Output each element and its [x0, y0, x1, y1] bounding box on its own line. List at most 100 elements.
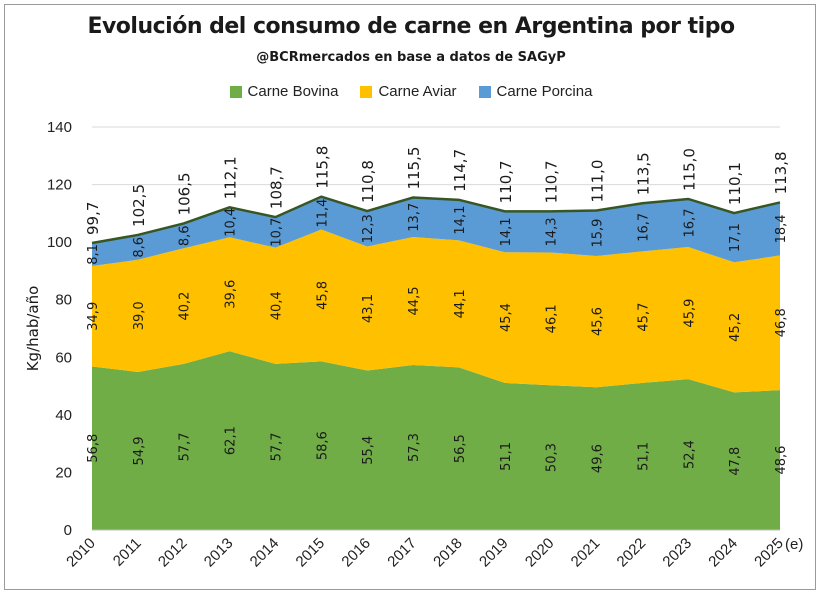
data-label: 43,1: [361, 294, 376, 323]
data-label: 56,5: [453, 434, 468, 463]
data-label: 58,6: [315, 431, 330, 460]
chart-subtitle: @BCRmercados en base a datos de SAGyP: [256, 50, 566, 65]
total-label: 113,5: [634, 152, 652, 195]
data-label: 15,9: [591, 219, 606, 248]
data-label: 34,9: [86, 302, 101, 331]
total-label: 111,0: [589, 160, 607, 203]
legend-swatch-aviar: [360, 85, 373, 98]
x-tick-label: 2012: [155, 535, 191, 571]
data-label: 16,7: [636, 213, 651, 242]
data-label: 54,9: [132, 437, 147, 466]
data-label: 49,6: [591, 444, 606, 473]
x-tick-label: 2025: [751, 535, 787, 571]
data-label: 14,3: [545, 217, 560, 246]
area-carne-porcina: [92, 196, 780, 267]
data-label: 52,4: [682, 440, 697, 469]
data-label: 50,3: [545, 443, 560, 472]
total-label: 102,5: [130, 184, 148, 227]
area-carne-bovina: [92, 351, 780, 530]
legend-item-porcina: Carne Porcina: [478, 83, 593, 100]
data-label: 57,7: [178, 432, 193, 461]
data-label: 45,4: [499, 303, 514, 332]
x-tick-label: 2019: [476, 535, 512, 571]
total-label: 110,8: [359, 160, 377, 203]
data-label: 47,8: [728, 447, 743, 476]
data-label: 51,1: [499, 442, 514, 471]
data-label: 40,2: [178, 292, 193, 321]
y-tick-label: 140: [47, 119, 72, 136]
data-label: 14,1: [453, 206, 468, 235]
x-tick-label: 2023: [659, 535, 695, 571]
legend-item-bovina: Carne Bovina: [229, 83, 339, 100]
data-label: 8,6: [132, 237, 147, 258]
total-label: 110,7: [543, 160, 561, 203]
y-tick-label: 0: [64, 522, 72, 539]
data-label: 13,7: [407, 203, 422, 232]
legend-item-aviar: Carne Aviar: [360, 83, 457, 100]
data-label: 18,4: [774, 214, 789, 243]
data-label: 45,9: [682, 299, 697, 328]
data-label: 46,8: [774, 308, 789, 337]
data-label: 39,0: [132, 301, 147, 330]
legend-label-aviar: Carne Aviar: [378, 83, 457, 100]
data-label: 46,1: [545, 304, 560, 333]
data-label: 10,4: [224, 208, 239, 237]
total-label: 115,5: [405, 147, 423, 190]
legend-swatch-bovina: [229, 85, 242, 98]
total-label: 114,7: [451, 149, 469, 192]
x-tick-label: 2022: [614, 535, 650, 571]
total-label: 112,1: [222, 156, 240, 199]
total-label: 113,8: [772, 151, 790, 194]
data-label: 16,7: [682, 209, 697, 238]
x-tick-label: 2020: [522, 535, 558, 571]
x-tick-label: 2014: [247, 535, 283, 571]
data-label: 56,8: [86, 434, 101, 463]
x-tick-label: 2016: [338, 535, 374, 571]
total-label: 110,1: [726, 162, 744, 205]
x-tick-label: 2013: [201, 535, 237, 571]
total-label: 110,7: [497, 160, 515, 203]
x-tick-label: 2010: [63, 535, 99, 571]
data-label: 48,6: [774, 446, 789, 475]
x-tick-label: 2017: [384, 535, 420, 571]
y-axis-label: Kg/hab/año: [24, 286, 42, 372]
estimate-note: (e): [785, 536, 803, 553]
x-tick-label: 2024: [705, 535, 741, 571]
total-line: [91, 195, 781, 245]
data-label: 8,1: [86, 244, 101, 265]
legend: Carne Bovina Carne Aviar Carne Porcina: [0, 83, 822, 100]
data-label: 62,1: [224, 426, 239, 455]
x-tick-label: 2011: [110, 535, 145, 570]
data-label: 57,3: [407, 433, 422, 462]
data-label: 11,4: [315, 199, 330, 228]
data-label: 40,4: [269, 291, 284, 320]
data-label: 57,7: [269, 432, 284, 461]
data-label: 45,2: [728, 313, 743, 342]
y-tick-label: 120: [47, 177, 72, 194]
total-label: 115,0: [680, 148, 698, 191]
x-tick-label: 2021: [568, 535, 604, 571]
data-label: 39,6: [224, 280, 239, 309]
data-label: 55,4: [361, 436, 376, 465]
data-label: 12,3: [361, 214, 376, 243]
data-label: 45,7: [636, 303, 651, 332]
chart-title: Evolución del consumo de carne en Argent…: [87, 14, 735, 39]
legend-swatch-porcina: [478, 85, 491, 98]
data-label: 17,1: [728, 223, 743, 252]
y-tick-label: 20: [55, 464, 72, 481]
legend-label-bovina: Carne Bovina: [247, 83, 339, 100]
total-label: 115,8: [313, 146, 331, 189]
total-label: 106,5: [176, 172, 194, 215]
data-label: 44,5: [407, 287, 422, 316]
data-label: 10,7: [269, 218, 284, 247]
data-label: 8,6: [178, 225, 193, 246]
x-tick-label: 2018: [430, 535, 466, 571]
data-label: 44,1: [453, 289, 468, 318]
legend-label-porcina: Carne Porcina: [496, 83, 593, 100]
total-label: 108,7: [267, 166, 285, 209]
y-tick-label: 100: [47, 234, 72, 251]
y-tick-label: 80: [55, 292, 72, 309]
x-tick-label: 2015: [293, 535, 329, 571]
data-label: 51,1: [636, 442, 651, 471]
